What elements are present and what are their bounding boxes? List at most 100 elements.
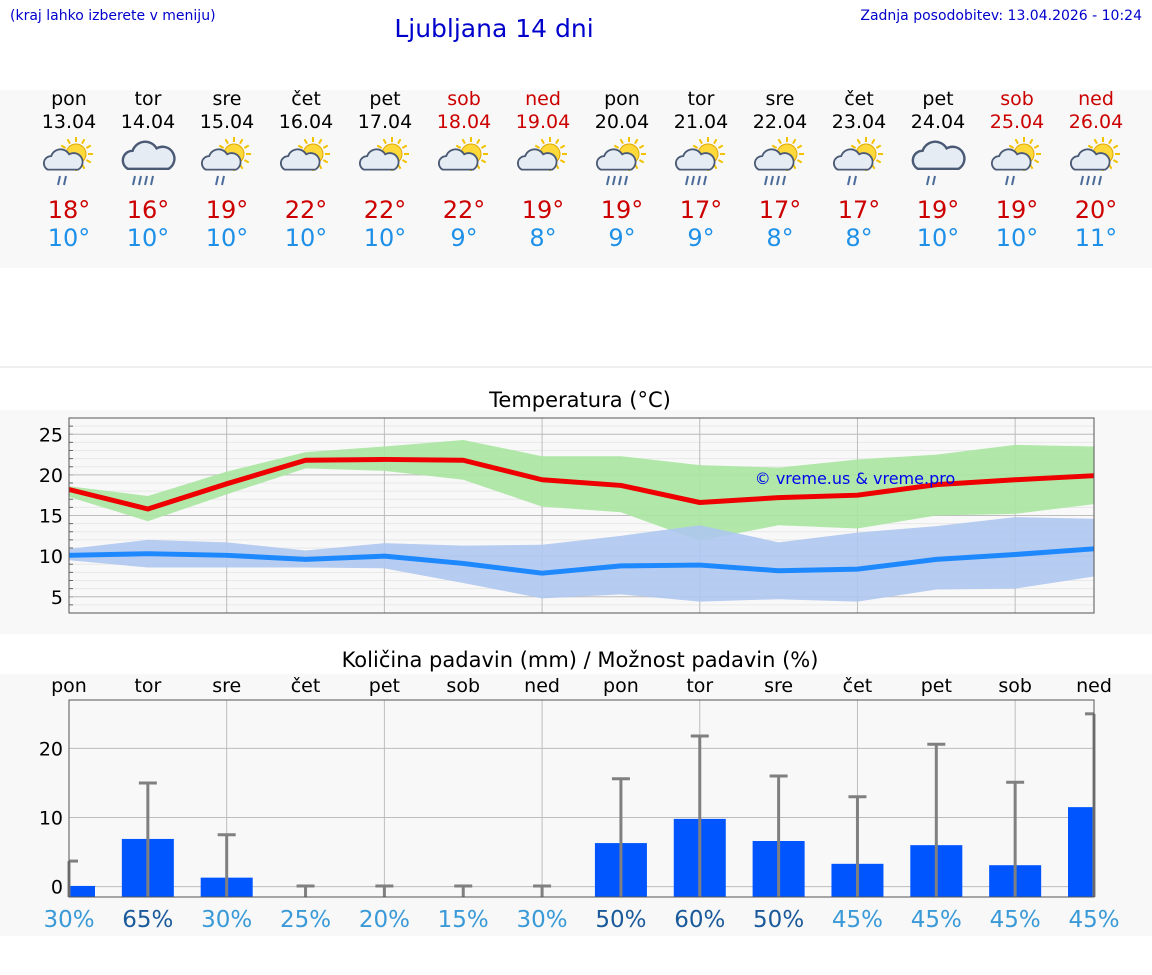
forecast-band	[0, 90, 1152, 268]
max-temperature: 17°	[679, 196, 723, 224]
day-date: 16.04	[278, 111, 334, 133]
x-category-label: sre	[764, 675, 793, 697]
max-temperature: 17°	[758, 196, 802, 224]
weather-icon-holder	[661, 134, 741, 196]
day-column: pet 24.04 19° 10°	[898, 88, 978, 252]
precipitation-probability: 45%	[911, 907, 962, 933]
day-date: 19.04	[515, 111, 571, 133]
daily-forecast: pon 13.04 18° 10° tor 14.04 16° 10° sre 15.04 19° 1…	[0, 88, 1152, 268]
max-temperature: 20°	[1074, 196, 1118, 224]
location-hint: (kraj lahko izberete v meniju)	[10, 8, 216, 24]
max-temperature: 19°	[521, 196, 565, 224]
x-category-label: čet	[291, 675, 321, 697]
precipitation-probability: 65%	[122, 907, 173, 933]
precipitation-probability: 60%	[674, 907, 725, 933]
temperature-chart: 5 10 15 20 25 © vreme.us & vreme.pro	[39, 417, 1095, 614]
day-name: tor	[134, 88, 162, 110]
precipitation-probability: 30%	[201, 907, 252, 933]
y-tick-label: 15	[39, 506, 63, 528]
min-temperature: 10°	[126, 224, 170, 252]
day-name: ned	[1078, 88, 1114, 110]
day-name: sob	[447, 88, 481, 110]
precipitation-probability: 25%	[280, 907, 331, 933]
max-temperature: 19°	[600, 196, 644, 224]
x-category-label: tor	[134, 675, 161, 697]
day-name: čet	[844, 88, 874, 110]
x-category-label: sob	[446, 675, 480, 697]
sun-cloud-heavy-rain-icon	[596, 137, 646, 186]
x-category-label: sre	[212, 675, 241, 697]
day-date: 13.04	[41, 111, 97, 133]
max-temperature: 17°	[837, 196, 881, 224]
min-temperature: 9°	[450, 224, 478, 252]
x-category-label: tor	[686, 675, 713, 697]
min-temperature: 9°	[687, 224, 715, 252]
y-tick-label: 20	[39, 738, 63, 760]
day-column: ned 26.04 20° 11°	[1056, 88, 1136, 252]
last-updated: Zadnja posodobitev: 13.04.2026 - 10:24	[860, 8, 1142, 24]
precipitation-chart: pon tor sre čet pet sob ned pon tor sre čet pet sob n…	[39, 675, 1120, 933]
sun-cloud-heavy-rain-icon	[675, 137, 725, 186]
x-category-label: pon	[603, 675, 639, 697]
max-temperature: 22°	[284, 196, 328, 224]
day-name: pon	[51, 88, 87, 110]
sun-cloud-rain-icon	[201, 137, 251, 186]
sun-cloud-icon	[517, 137, 567, 171]
sun-cloud-heavy-rain-icon	[754, 137, 804, 186]
y-tick-label: 20	[39, 465, 63, 487]
max-temperature: 16°	[126, 196, 170, 224]
min-temperature: 9°	[608, 224, 636, 252]
min-temperature: 10°	[205, 224, 249, 252]
max-temperature: 18°	[47, 196, 91, 224]
precipitation-probability: 45%	[1068, 907, 1119, 933]
precipitation-probability: 15%	[438, 907, 489, 933]
day-column: sre 22.04 17° 8°	[740, 88, 820, 252]
day-date: 20.04	[594, 111, 650, 133]
day-column: tor 14.04 16° 10°	[108, 88, 188, 252]
day-date: 22.04	[752, 111, 808, 133]
y-tick-label: 10	[39, 808, 63, 830]
min-temperature: 8°	[529, 224, 557, 252]
sun-cloud-icon	[280, 137, 330, 171]
day-date: 14.04	[120, 111, 176, 133]
precipitation-bar	[69, 885, 95, 897]
plot-frame	[68, 417, 1095, 614]
weather-icon-holder	[424, 134, 504, 196]
day-column: čet 16.04 22° 10°	[266, 88, 346, 252]
page-title: Ljubljana 14 dni	[394, 14, 594, 43]
min-temperature: 10°	[363, 224, 407, 252]
precipitation-probability: 30%	[517, 907, 568, 933]
weather-icon-holder	[345, 134, 425, 196]
weather-icon-holder	[740, 134, 820, 196]
y-tick-label: 10	[39, 546, 63, 568]
divider	[0, 366, 1152, 368]
min-temperature-line	[68, 546, 1095, 576]
precipitation-probability: 50%	[753, 907, 804, 933]
x-category-label: pet	[369, 675, 400, 697]
x-category-label: sob	[998, 675, 1032, 697]
day-name: pon	[604, 88, 640, 110]
day-name: sre	[765, 88, 795, 110]
sun-cloud-icon	[438, 137, 488, 171]
day-date: 26.04	[1068, 111, 1124, 133]
day-date: 24.04	[910, 111, 966, 133]
max-temperature: 19°	[995, 196, 1039, 224]
precipitation-probability: 50%	[595, 907, 646, 933]
day-column: sob 25.04 19° 10°	[977, 88, 1057, 252]
y-tick-label: 25	[39, 424, 63, 446]
weather-icon-holder	[266, 134, 346, 196]
plot-frame	[68, 699, 1095, 898]
weather-icon-holder	[108, 134, 188, 196]
min-temperature: 10°	[284, 224, 328, 252]
max-temperature: 22°	[363, 196, 407, 224]
y-tick-label: 5	[51, 587, 63, 609]
day-column: sre 15.04 19° 10°	[187, 88, 267, 252]
day-date: 18.04	[436, 111, 492, 133]
min-temperature: 10°	[916, 224, 960, 252]
day-date: 23.04	[831, 111, 887, 133]
x-category-label: pon	[51, 675, 87, 697]
day-column: sob 18.04 22° 9°	[424, 88, 504, 252]
day-name: ned	[525, 88, 561, 110]
x-category-label: pet	[921, 675, 952, 697]
precipitation-probability: 45%	[832, 907, 883, 933]
